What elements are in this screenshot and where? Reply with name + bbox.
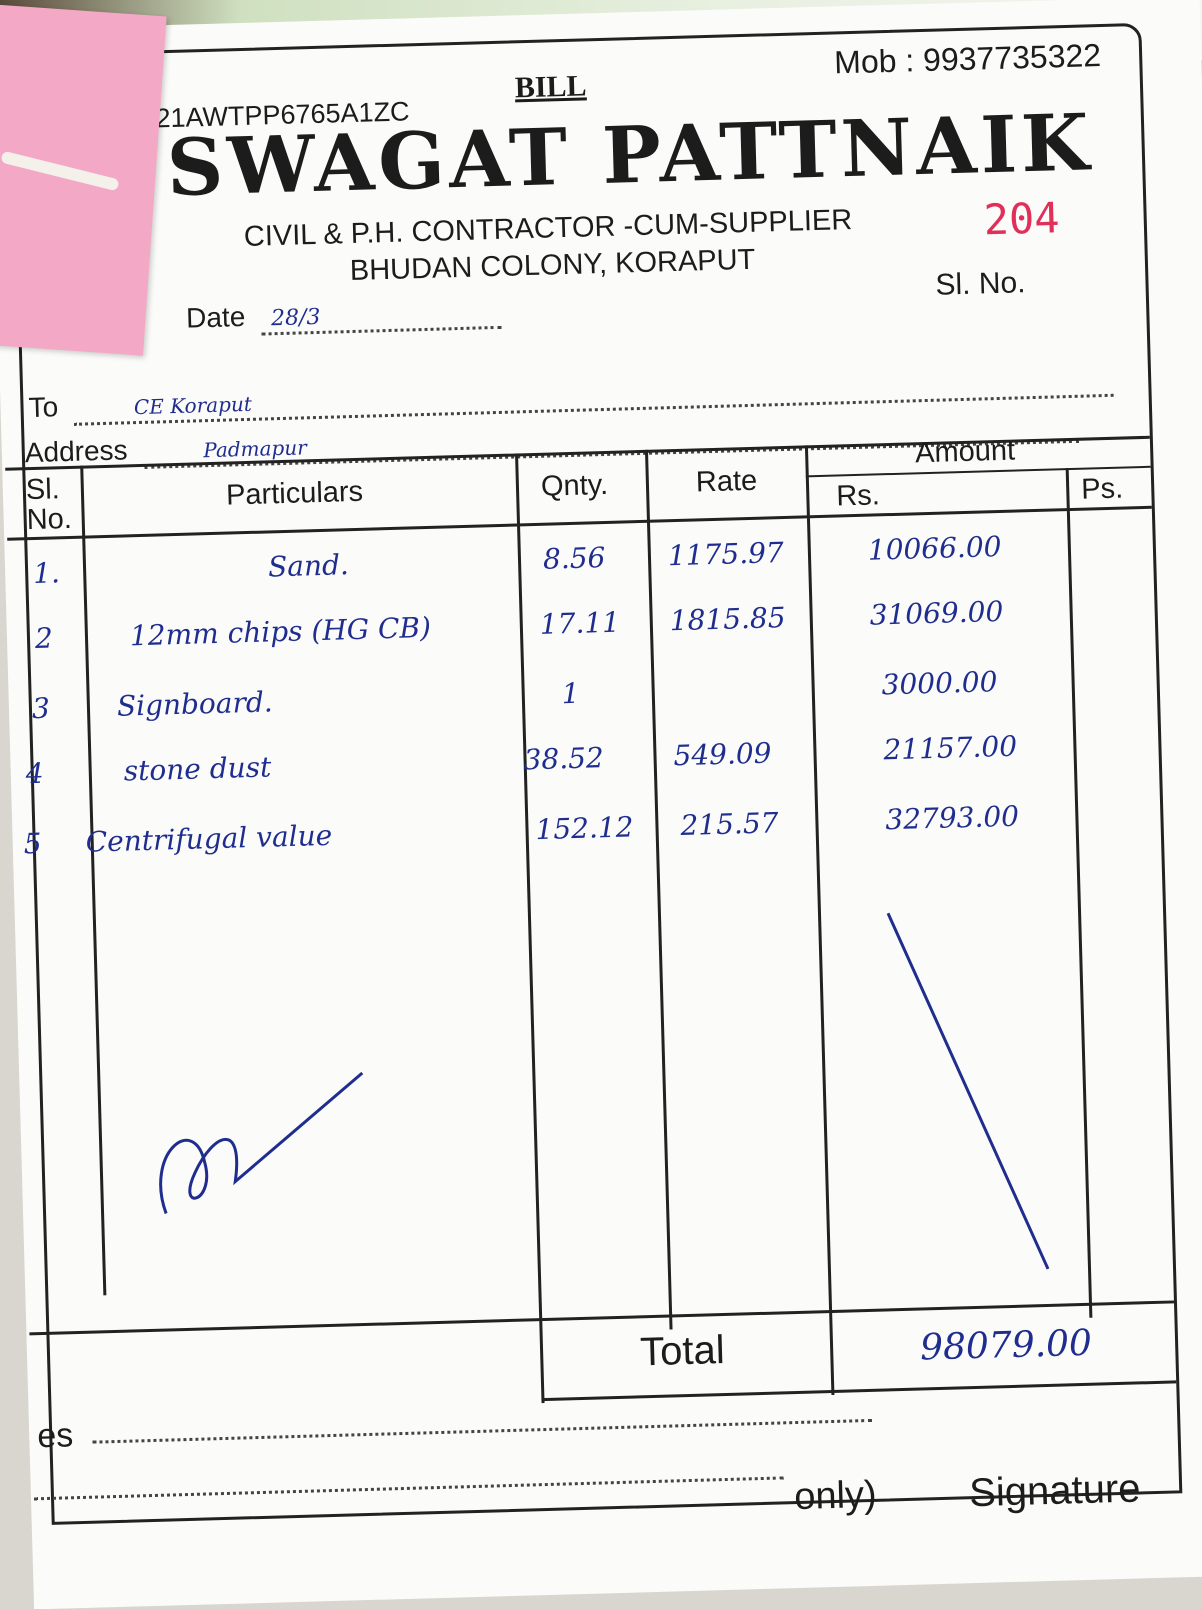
- strike-line: [886, 912, 1050, 1270]
- only-label: only): [793, 1473, 878, 1519]
- pen-marks: [159, 912, 1050, 1270]
- bill-frame: 21AWTPP6765A1ZC BILL Mob : 9937735322 SW…: [5, 22, 1183, 1525]
- initials-signature: [159, 1071, 364, 1215]
- total-label: Total: [639, 1328, 726, 1375]
- signature-label: Signature: [968, 1466, 1142, 1516]
- rupees-label: es: [36, 1416, 74, 1456]
- total-value: 98079.00: [919, 1322, 1093, 1369]
